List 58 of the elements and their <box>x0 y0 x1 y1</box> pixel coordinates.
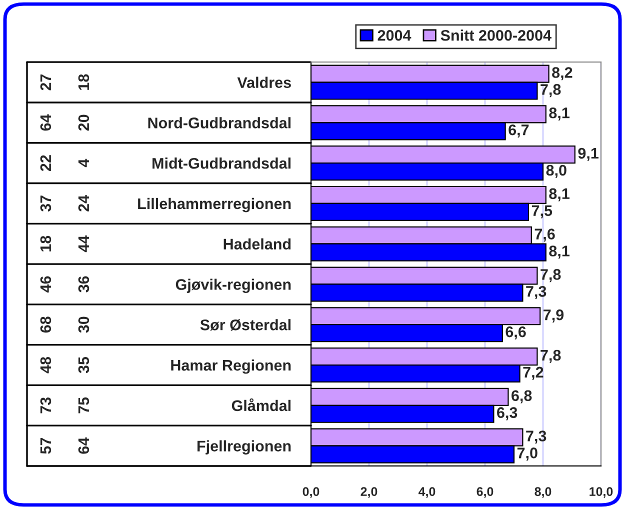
text: 24 <box>78 195 89 212</box>
y-tick-label: Lillehammerregionen <box>138 198 291 212</box>
data-label: 7,3 <box>526 430 546 444</box>
x-tick-label: 4,0 <box>418 487 436 498</box>
data-label: 8,2 <box>552 67 572 80</box>
data-label: 7,8 <box>540 350 561 363</box>
text: 36 <box>78 276 90 292</box>
data-label: 7,9 <box>544 309 564 322</box>
x-tick-label: 6,0 <box>476 487 494 498</box>
text: 27 <box>40 74 51 90</box>
x-tick-label: 2,0 <box>360 487 378 498</box>
y-tick-label: Hadeland <box>224 238 291 250</box>
y-tick-label: Sør Østerdal <box>200 319 290 331</box>
data-label: 8,0 <box>546 164 566 178</box>
text: 37 <box>40 196 52 212</box>
data-label: 7,6 <box>534 228 555 242</box>
y-tick-label: Hamar Regionen <box>171 359 291 374</box>
text: 46 <box>40 276 52 293</box>
legend-label: Snitt 2000-2004 <box>440 30 552 41</box>
text: 48 <box>40 356 52 374</box>
y-tick-label: Fjellregionen <box>198 440 291 455</box>
text: 64 <box>78 437 90 454</box>
y-tick-label: Glåmdal <box>232 398 290 412</box>
legend-label: 2004 <box>378 30 412 41</box>
data-label: 7,8 <box>540 269 561 282</box>
data-label: 6,8 <box>512 390 532 404</box>
y-tick-label: Nord-Gudbrandsdal <box>148 117 290 128</box>
data-label: 7,0 <box>517 448 538 461</box>
y-tick-label: Valdres <box>237 76 291 88</box>
text: 44 <box>78 235 89 252</box>
text: 64 <box>40 114 52 131</box>
data-label: 7,2 <box>523 366 544 380</box>
x-tick-label: 8,0 <box>534 487 552 498</box>
data-label: 6,7 <box>508 124 529 138</box>
data-label: 7,5 <box>532 205 552 218</box>
text: 20 <box>78 114 90 131</box>
data-label: 8,1 <box>549 107 570 121</box>
text: 73 <box>40 397 52 414</box>
data-label: 7,3 <box>526 286 546 300</box>
data-label: 7,8 <box>540 84 561 98</box>
text: 18 <box>40 236 52 252</box>
text: 22 <box>40 155 51 172</box>
text: 18 <box>78 74 90 90</box>
text: 68 <box>40 316 52 333</box>
text: 35 <box>78 356 90 374</box>
text: 75 <box>78 397 90 414</box>
text: 30 <box>78 316 90 333</box>
data-label: 6,6 <box>506 326 526 340</box>
x-tick-label: 0,0 <box>302 487 320 498</box>
data-label: 8,1 <box>549 188 570 202</box>
y-tick-label: Gjøvik-regionen <box>176 278 291 294</box>
text: 4 <box>78 158 89 168</box>
data-label: 9,1 <box>578 148 598 161</box>
y-tick-label: Midt-Gudbrandsdal <box>152 158 290 169</box>
data-label: 8,1 <box>549 246 570 259</box>
data-label: 6,3 <box>497 407 518 420</box>
x-tick-label: 10,0 <box>590 487 613 498</box>
text: 57 <box>40 438 52 454</box>
